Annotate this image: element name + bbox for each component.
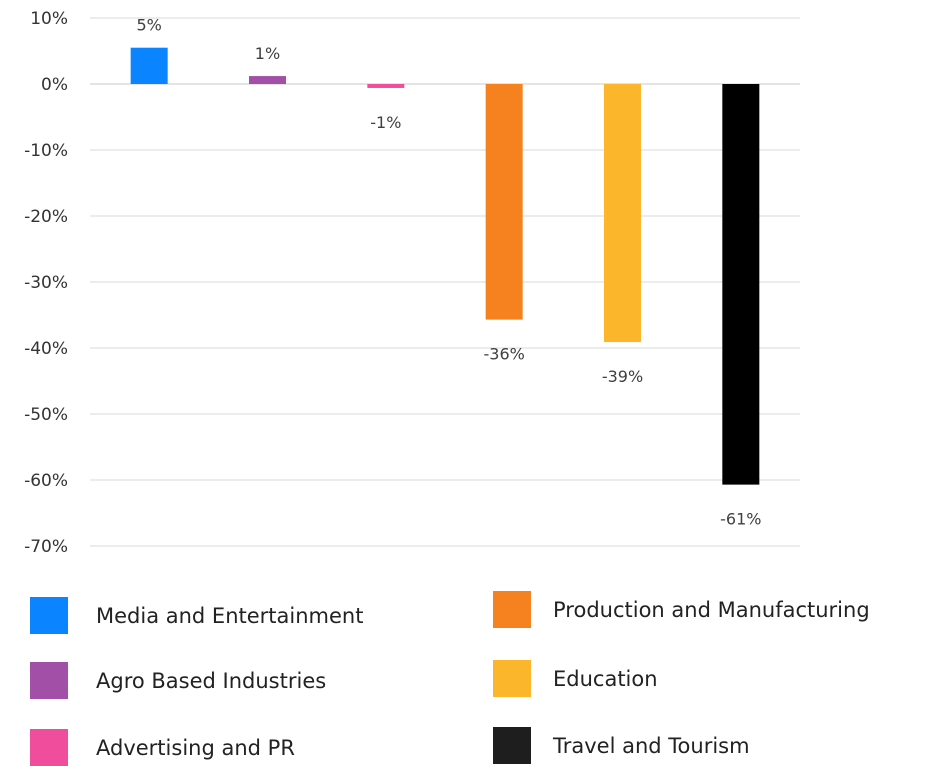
bar [485,84,523,320]
legend-swatch [493,591,531,628]
data-label: 5% [136,16,161,35]
bar [722,84,760,485]
y-axis-ticks: 10% 0% -10% -20% -30% -40% -50% -60% -70% [24,9,68,557]
data-label: 1% [255,44,280,63]
legend-item-advertising-and-pr: Advertising and PR [30,729,295,766]
y-tick-label: -20% [24,207,68,227]
legend-swatch [493,727,531,764]
legend-label: Education [553,666,658,691]
legend-swatch [493,660,531,697]
y-tick-label: -70% [24,537,68,557]
y-tick-label: -60% [24,471,68,491]
y-tick-label: -30% [24,273,68,293]
bar [367,84,405,88]
y-tick-label: -40% [24,339,68,359]
legend-item-travel-and-tourism: Travel and Tourism [493,727,750,764]
legend-swatch [30,662,68,699]
legend-item-production-and-manufacturing: Production and Manufacturing [493,591,870,628]
legend-label: Production and Manufacturing [553,597,870,622]
legend-swatch [30,597,68,634]
legend-item-agro-based-industries: Agro Based Industries [30,662,326,699]
legend-item-education: Education [493,660,658,697]
gridlines [90,17,800,547]
bar [249,76,286,84]
bars [130,47,760,485]
bar-chart: 10% 0% -10% -20% -30% -40% -50% -60% -70% 5% 1% -1… [24,9,800,557]
legend-item-media-and-entertainment: Media and Entertainment [30,597,363,634]
legend-swatch [30,729,68,766]
data-labels: 5% 1% -1% -36% -39% -61% [136,16,761,529]
data-label: -61% [720,510,761,529]
y-tick-label: -50% [24,405,68,425]
legend-label: Media and Entertainment [96,603,364,628]
legend-label: Advertising and PR [96,735,295,760]
data-label: -1% [370,113,401,132]
bar [130,47,168,84]
y-tick-label: 10% [30,9,68,29]
y-tick-label: -10% [24,141,68,161]
data-label: -36% [483,345,524,364]
y-tick-label: 0% [41,75,68,95]
legend-label: Travel and Tourism [553,733,750,758]
data-label: -39% [602,367,643,386]
bar [604,84,641,343]
legend-label: Agro Based Industries [96,668,327,693]
